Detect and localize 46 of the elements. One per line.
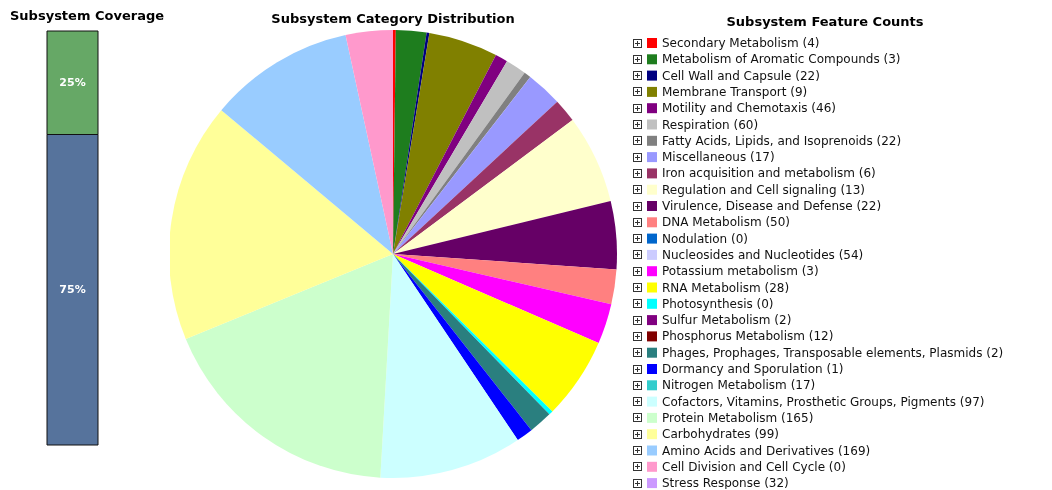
chart-title: Subsystem Coverage	[10, 7, 165, 23]
pie-slice	[393, 32, 496, 254]
data-label: 75%	[59, 282, 86, 296]
pie-slice	[393, 254, 599, 412]
legend-label: Cell Wall and Capsule (22)	[662, 68, 820, 83]
legend-label: Carbohydrates (99)	[662, 427, 780, 442]
legend-label: Dormancy and Sporulation (1)	[662, 362, 844, 376]
legend-label: DNA Metabolism (50)	[662, 215, 791, 230]
legend-label: Phages, Prophages, Transposable elements, Plasmids (2)	[662, 345, 1004, 360]
legend-label: Metabolism of Aromatic Compounds (3)	[662, 52, 901, 67]
legend-label: Sulfur Metabolism (2)	[662, 313, 792, 328]
legend-label: Virulence, Disease and Defense (22)	[662, 199, 882, 213]
pie-slice	[345, 30, 393, 254]
pie-slice	[393, 120, 611, 254]
pie-slice	[393, 77, 558, 254]
pie-slice	[380, 254, 518, 478]
pie-slice	[393, 254, 612, 343]
legend-label: Cofactors, Vitamins, Prosthetic Groups, Pigments (97)	[662, 394, 985, 409]
legend-title: Subsystem Feature Counts	[726, 14, 924, 29]
legend-label: Stress Response (32)	[662, 476, 789, 490]
legend-label: Cell Division and Cell Cycle (0)	[662, 459, 846, 474]
legend-label: Nucleosides and Nucleotides (54)	[662, 247, 864, 262]
legend-label: Nitrogen Metabolism (17)	[662, 378, 816, 393]
legend-label: Photosynthesis (0)	[662, 296, 774, 311]
legend-label: Amino Acids and Derivatives (169)	[662, 443, 871, 458]
legend-label: Phosphorus Metabolism (12)	[662, 329, 834, 344]
legend-label: Membrane Transport (9)	[662, 84, 808, 99]
legend-label: Motility and Chemotaxis (46)	[662, 101, 837, 116]
legend-label: Miscellaneous (17)	[662, 150, 775, 165]
pie-slice	[393, 201, 617, 270]
legend-label: RNA Metabolism (28)	[662, 280, 790, 295]
pie-slice	[170, 110, 393, 340]
pie-slice	[393, 254, 532, 441]
legend-label: Regulation and Cell signaling (13)	[662, 182, 866, 197]
data-label: 25%	[59, 75, 86, 89]
legend-label: Protein Metabolism (165)	[662, 410, 814, 425]
pie-slice	[185, 254, 393, 478]
legend-label: Nodulation (0)	[662, 231, 749, 246]
legend-label: Fatty Acids, Lipids, and Isoprenoids (22)	[662, 133, 902, 148]
legend-label: Iron acquisition and metabolism (6)	[662, 166, 876, 181]
pie-slice	[393, 254, 617, 305]
pie-slice	[221, 35, 393, 254]
chart-title: Subsystem Category Distribution	[271, 11, 515, 26]
legend-label: Potassium metabolism (3)	[662, 264, 819, 279]
legend-label: Secondary Metabolism (4)	[662, 36, 820, 50]
legend-label: Respiration (60)	[662, 117, 759, 132]
